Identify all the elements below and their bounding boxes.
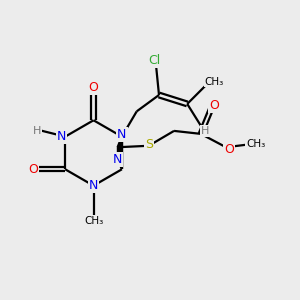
Text: CH₃: CH₃ <box>84 216 103 226</box>
Text: CH₃: CH₃ <box>204 76 224 87</box>
Text: O: O <box>28 163 38 176</box>
Text: S: S <box>146 138 153 151</box>
Text: H: H <box>33 126 41 136</box>
Text: H: H <box>201 126 209 136</box>
Text: O: O <box>224 143 234 156</box>
Text: O: O <box>209 99 219 112</box>
Text: Cl: Cl <box>148 54 161 67</box>
Text: N: N <box>113 153 122 166</box>
Text: CH₃: CH₃ <box>246 139 266 149</box>
Text: N: N <box>117 128 127 141</box>
Text: O: O <box>88 81 98 94</box>
Text: N: N <box>89 179 98 192</box>
Text: N: N <box>57 130 66 142</box>
